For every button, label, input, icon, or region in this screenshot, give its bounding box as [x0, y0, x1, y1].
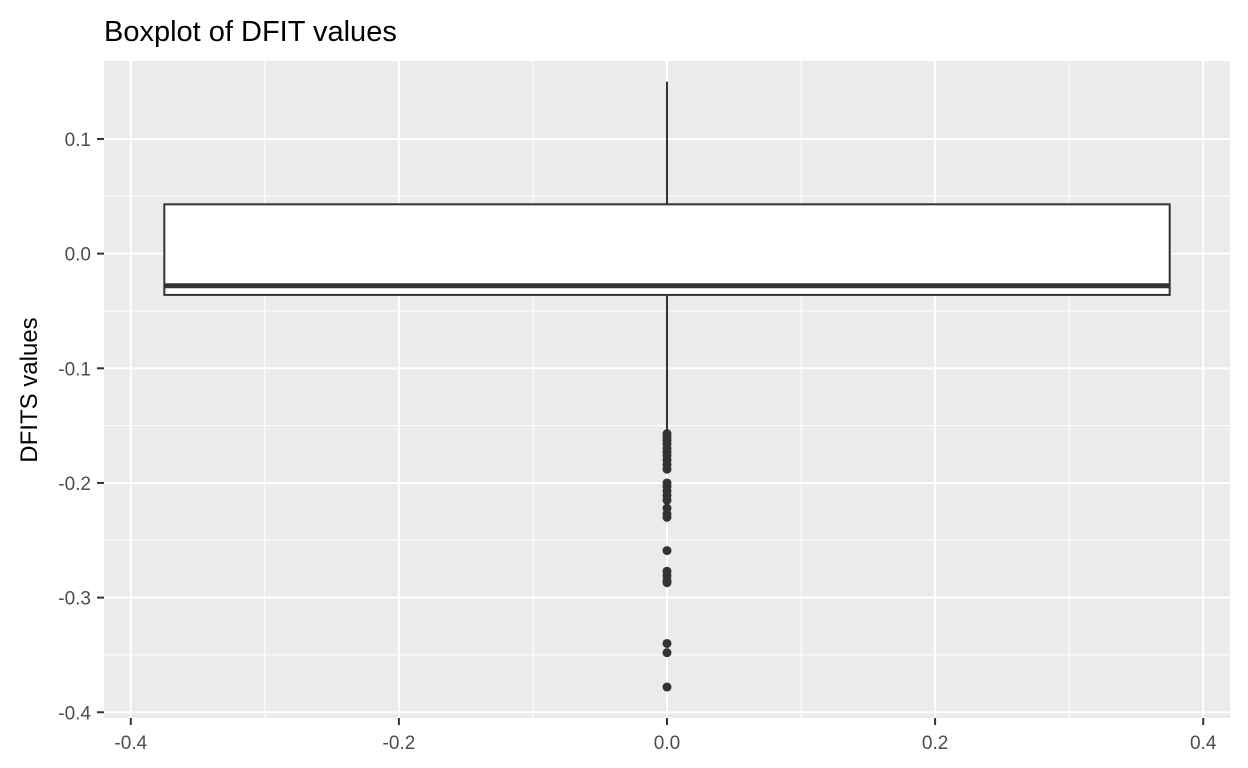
- outlier-point: [662, 648, 672, 658]
- y-tick-label: -0.2: [58, 474, 91, 495]
- x-tick-label: -0.4: [114, 733, 147, 754]
- y-axis: -0.4 -0.3 -0.2 -0.1 0.0 0.1: [58, 130, 104, 724]
- outlier-point: [662, 682, 672, 692]
- x-axis: -0.4 -0.2 0.0 0.2 0.4: [114, 718, 1217, 754]
- outlier-point: [662, 638, 672, 648]
- y-axis-label: DFITS values: [16, 317, 43, 462]
- outlier-point: [662, 546, 672, 556]
- x-tick-label: 0.0: [654, 733, 680, 754]
- y-tick-label: 0.0: [65, 245, 91, 266]
- box-layer: [163, 81, 1171, 433]
- chart-title: Boxplot of DFIT values: [104, 16, 397, 48]
- x-tick-label: -0.2: [383, 733, 416, 754]
- outlier-point: [662, 495, 672, 505]
- outliers: [662, 429, 672, 692]
- outlier-point: [662, 578, 672, 588]
- outlier-point: [662, 512, 672, 522]
- y-tick-label: -0.4: [58, 703, 91, 724]
- x-tick-label: 0.4: [1190, 733, 1217, 754]
- y-tick-label: 0.1: [65, 130, 91, 151]
- outlier-point: [662, 464, 672, 474]
- x-tick-label: 0.2: [922, 733, 948, 754]
- box-iqr: [163, 203, 1171, 296]
- y-tick-label: -0.1: [58, 359, 91, 380]
- y-tick-label: -0.3: [58, 589, 91, 610]
